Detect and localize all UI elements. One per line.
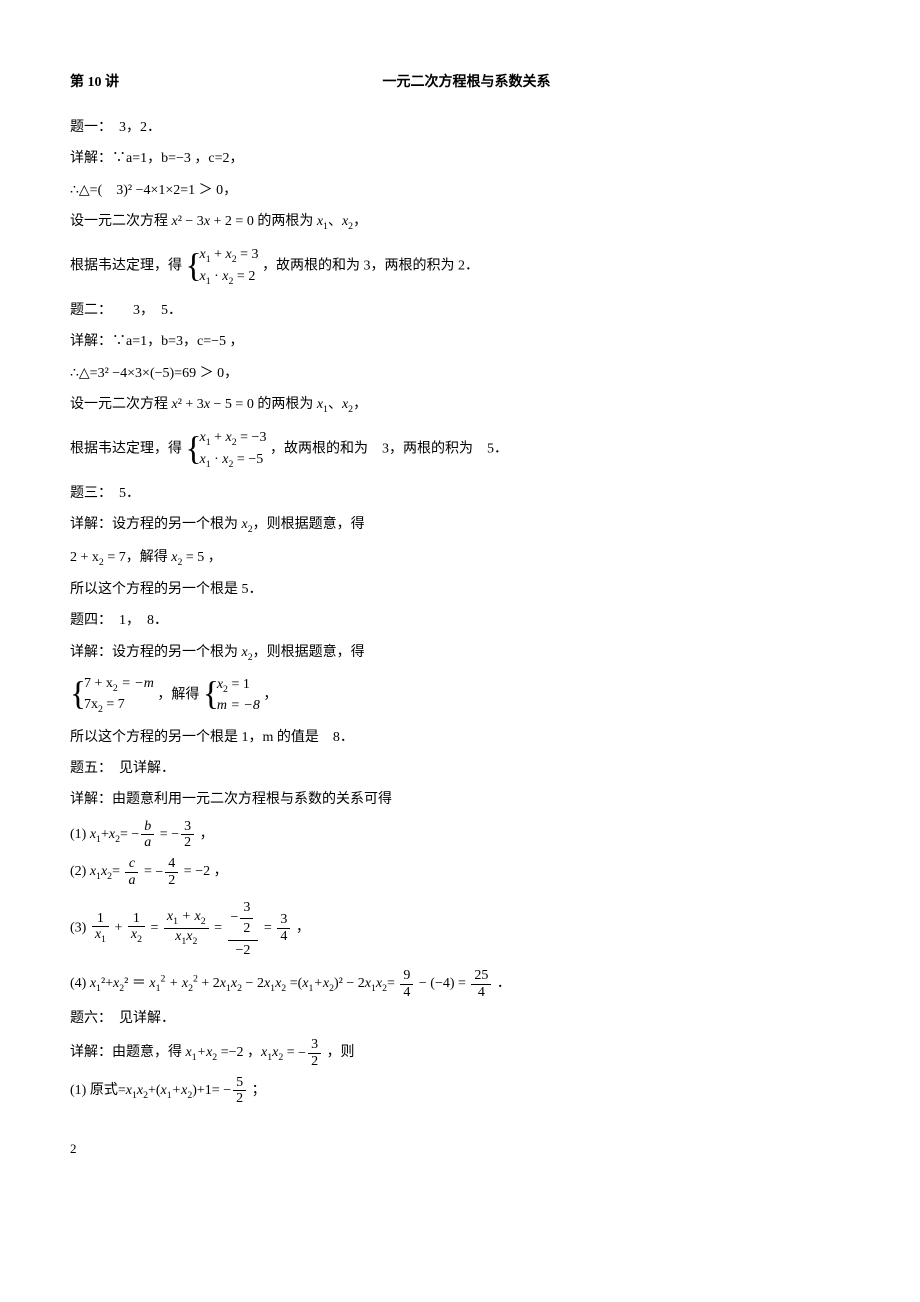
q1-discriminant: ∴△=( 3)² −4×1×2=1 ＞ 0， [70,178,850,203]
q2-setup: 设一元二次方程 x² + 3x − 5 = 0 的两根为 x1、x2， [70,392,850,418]
q2-discriminant: ∴△=3² −4×3×(−5)=69 ＞ 0， [70,361,850,386]
q5-p4: (4) x1²+x2² ＝ x12 + x22 + 2x1x2 − 2x1x2 … [70,968,850,1000]
q4-sys: 7 + x2 = −m 7x2 = 7 ，解得 x2 = 1 m = −8 ， [70,674,850,717]
page-number: 2 [70,1137,850,1160]
q1-setup: 设一元二次方程 x² − 3x + 2 = 0 的两根为 x1、x2， [70,209,850,235]
q1-detail: 详解：∵a=1，b=−3 ，c=2， [70,146,850,171]
q5-detail: 详解：由题意利用一元二次方程根与系数的关系可得 [70,787,850,812]
q3-title: 题三： 5． [70,481,850,506]
q5-p1: (1) x1+x2= −ba = −32 ， [70,819,850,851]
q1-title: 题一： 3，2． [70,115,850,140]
q5-p2: (2) x1x2= ca = −42 = −2 ， [70,856,850,888]
q4-conclusion: 所以这个方程的另一个根是 1，m 的值是 8． [70,725,850,750]
q4-detail: 详解：设方程的另一个根为 x2，则根据题意，得 [70,640,850,666]
header-right: 一元二次方程根与系数关系 [383,70,551,95]
q1-vieta: 根据韦达定理，得 x1 + x2 = 3 x1 · x2 = 2 ，故两根的和为… [70,245,850,288]
q2-vieta: 根据韦达定理，得 x1 + x2 = −3 x1 · x2 = −5 ，故两根的… [70,428,850,471]
q3-conclusion: 所以这个方程的另一个根是 5． [70,577,850,602]
system-brace: x1 + x2 = 3 x1 · x2 = 2 [186,245,259,288]
q3-eq: 2 + x2 = 7，解得 x2 = 5 ， [70,545,850,571]
page-header: 第 10 讲 一元二次方程根与系数关系 [70,70,850,95]
system-brace: x2 = 1 m = −8 [203,675,260,716]
system-brace: 7 + x2 = −m 7x2 = 7 [70,674,154,717]
q5-title: 题五： 见详解． [70,756,850,781]
q6-p1: (1) 原式=x1x2+(x1+x2)+1= −52 ； [70,1075,850,1107]
q6-detail: 详解：由题意，得 x1+x2 =−2 ，x1x2 = −32 ，则 [70,1037,850,1069]
header-left: 第 10 讲 [70,70,119,95]
q3-detail: 详解：设方程的另一个根为 x2，则根据题意，得 [70,512,850,538]
q4-title: 题四： 1， 8． [70,608,850,633]
q2-detail: 详解：∵a=1，b=3，c=−5 ， [70,329,850,354]
q5-p3: (3) 1x1 + 1x2 = x1 + x2x1x2 = −32−2 = 34… [70,896,850,960]
system-brace: x1 + x2 = −3 x1 · x2 = −5 [186,428,267,471]
q6-title: 题六： 见详解． [70,1006,850,1031]
q2-title: 题二： 3， 5． [70,298,850,323]
